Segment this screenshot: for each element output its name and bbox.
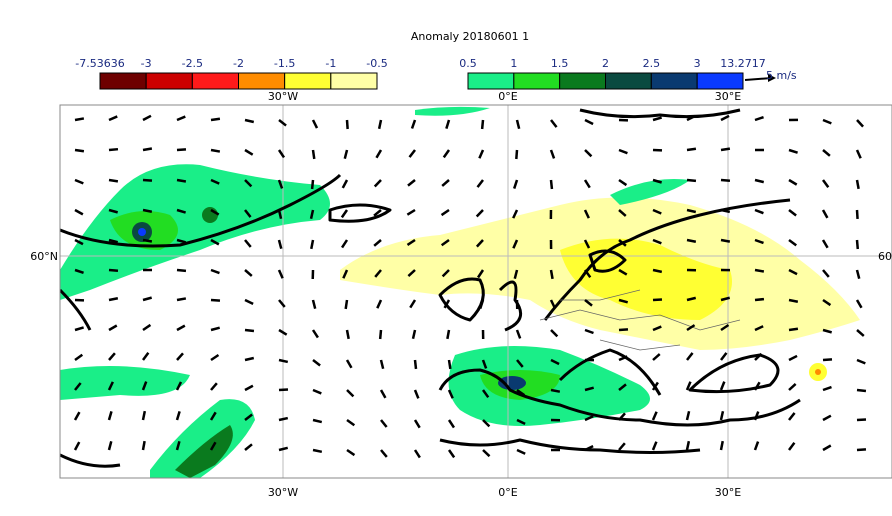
wind-vector: [109, 149, 118, 150]
wind-vector: [823, 359, 832, 360]
colorbar-swatch: [697, 73, 743, 89]
wind-vector: [789, 329, 798, 330]
wind-vector: [311, 240, 313, 249]
anomaly-area: [138, 228, 146, 236]
wind-vector: [75, 118, 84, 120]
colorbar-swatch: [146, 73, 192, 89]
wind-vector: [177, 270, 186, 271]
map-area: [60, 105, 892, 478]
colorbar-swatch: [514, 73, 560, 89]
wind-vector: [857, 449, 866, 450]
wind-vector: [447, 330, 449, 339]
colorbar-label: -2.5: [182, 57, 203, 70]
wind-vector: [789, 300, 798, 302]
wind-vector: [177, 149, 186, 150]
wind-vector: [143, 411, 145, 420]
wind-vector: [721, 240, 730, 242]
wind-vector: [857, 240, 858, 249]
wind-vector: [143, 240, 152, 242]
colorbar-label: -1.5: [274, 57, 295, 70]
lon-label: 0°E: [498, 486, 517, 499]
lon-label: 30°E: [715, 486, 741, 499]
colorbar-swatch: [192, 73, 238, 89]
wind-vector: [857, 180, 859, 189]
wind-vector: [313, 150, 314, 159]
wind-vector: [516, 150, 517, 159]
reference-label: 5 m/s: [766, 69, 797, 82]
wind-vector: [211, 119, 220, 120]
colorbar-swatch: [100, 73, 146, 89]
wind-vector: [109, 180, 118, 181]
colorbar-label: 1.5: [551, 57, 569, 70]
anomaly-area: [815, 369, 821, 375]
wind-vector: [75, 150, 84, 151]
wind-vector: [177, 298, 186, 300]
colorbar-negative: -7.53636 -3 -2.5 -2 -1.5 -1 -0.5: [75, 57, 387, 89]
colorbar-swatch: [560, 73, 606, 89]
wind-vector: [721, 441, 723, 450]
colorbar-swatch: [331, 73, 377, 89]
colorbar-label: 13.2717: [720, 57, 766, 70]
wind-vector: [211, 150, 220, 152]
wind-vector: [687, 149, 696, 150]
lon-label: 30°W: [268, 486, 298, 499]
wind-vector: [109, 270, 118, 271]
anomaly-area: [202, 207, 218, 223]
wind-vector: [551, 180, 552, 189]
lat-label: 60: [878, 250, 892, 263]
wind-vector: [619, 329, 628, 330]
wind-vector: [857, 390, 866, 391]
wind-vector: [857, 210, 858, 219]
lat-label: 60°N: [30, 250, 58, 263]
colorbar-swatch: [285, 73, 331, 89]
colorbar-label: -2: [233, 57, 244, 70]
wind-vector: [143, 149, 152, 150]
wind-vector: [551, 390, 560, 392]
wind-vector: [245, 330, 254, 331]
wind-vector: [415, 360, 416, 369]
colorbar-swatch: [651, 73, 697, 89]
wind-vector: [109, 298, 118, 300]
colorbar-label: 0.5: [459, 57, 477, 70]
wind-vector: [449, 360, 450, 369]
colorbar-positive: 0.5 1 1.5 2 2.5 3 13.2717: [459, 57, 766, 89]
wind-vector: [721, 149, 730, 150]
colorbar-label: 1: [510, 57, 517, 70]
wind-vector: [653, 299, 662, 300]
colorbar-swatch: [468, 73, 514, 89]
wind-vector: [143, 441, 145, 450]
wind-vector: [551, 270, 553, 279]
colorbar-label: 2.5: [643, 57, 661, 70]
lon-label: 30°W: [268, 90, 298, 103]
wind-vector: [755, 299, 764, 300]
wind-vector: [687, 240, 696, 242]
title: Anomaly 20180601 1: [411, 30, 529, 43]
colorbar-swatch: [606, 73, 652, 89]
wind-vector: [482, 120, 483, 129]
wind-vector: [721, 180, 730, 181]
colorbar-label: 2: [602, 57, 609, 70]
wind-vector: [755, 270, 764, 272]
wind-vector: [143, 180, 152, 181]
wind-vector: [279, 389, 288, 390]
colorbar-label: -0.5: [366, 57, 387, 70]
wind-vector: [347, 120, 348, 129]
wind-vector: [687, 180, 696, 181]
colorbar-label: 3: [694, 57, 701, 70]
wind-vector: [380, 330, 381, 339]
wind-vector: [143, 210, 152, 212]
colorbar-label: -3: [141, 57, 152, 70]
wind-vector: [347, 330, 349, 339]
wind-vector: [346, 300, 347, 309]
colorbar-label: -7.53636: [75, 57, 124, 70]
wind-vector: [312, 180, 313, 189]
wind-vector: [211, 300, 220, 301]
colorbar-label: -1: [325, 57, 336, 70]
lon-label: 30°E: [715, 90, 741, 103]
wind-vector: [177, 180, 186, 181]
colorbar-swatch: [239, 73, 285, 89]
lon-label: 0°E: [498, 90, 517, 103]
